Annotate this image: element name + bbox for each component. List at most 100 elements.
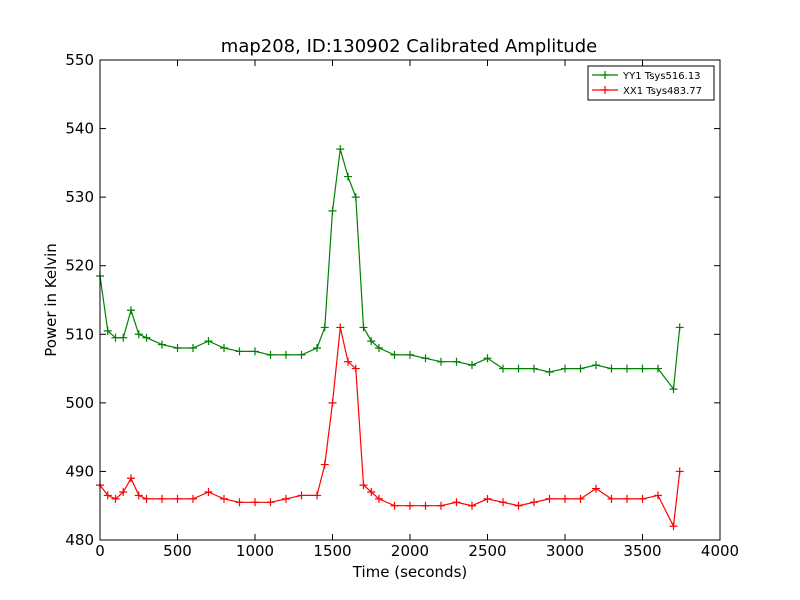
data-point: [406, 501, 414, 510]
data-point: [545, 368, 554, 376]
data-point: [359, 481, 368, 490]
series-layer: [96, 145, 684, 531]
data-point: [452, 357, 461, 366]
y-tick-label: 490: [65, 462, 94, 480]
data-point: [119, 488, 128, 496]
data-point: [654, 491, 662, 500]
data-point: [328, 398, 337, 407]
data-point: [514, 501, 523, 510]
x-tick-label: 4000: [701, 542, 739, 560]
data-point: [103, 491, 112, 500]
chart-title: map208, ID:130902 Calibrated Amplitude: [221, 36, 597, 57]
data-point: [320, 323, 329, 332]
data-point: [134, 491, 143, 500]
data-point: [406, 350, 414, 359]
data-point: [576, 364, 585, 373]
data-point: [483, 494, 492, 503]
data-point: [251, 347, 259, 356]
data-point: [638, 494, 647, 503]
data-point: [592, 484, 600, 493]
data-point: [344, 172, 352, 181]
data-point: [437, 501, 445, 510]
data-point: [119, 333, 128, 342]
data-point: [127, 306, 135, 315]
data-point: [375, 494, 383, 503]
x-axis-label: Time (seconds): [352, 563, 468, 581]
data-point: [367, 488, 376, 496]
data-point: [483, 354, 492, 363]
series-line: [99, 327, 681, 529]
data-point: [173, 494, 182, 503]
data-point: [390, 350, 399, 359]
data-point: [390, 501, 399, 510]
data-point: [204, 488, 213, 496]
data-point: [545, 494, 554, 503]
data-point: [351, 193, 360, 202]
y-tick-label: 480: [65, 531, 94, 549]
y-tick-label: 540: [65, 120, 94, 138]
data-point: [142, 494, 151, 503]
data-point: [336, 145, 345, 154]
x-tick-label: 3500: [623, 542, 661, 560]
data-point: [452, 498, 461, 507]
data-point: [297, 491, 306, 500]
data-point: [158, 340, 166, 349]
y-axis: 480 490 500 510 520 530 540 550: [65, 51, 720, 549]
data-point: [189, 344, 197, 352]
data-point: [266, 350, 275, 359]
data-point: [111, 494, 120, 503]
data-point: [669, 522, 678, 531]
legend-label: XX1 Tsys483.77: [623, 86, 702, 97]
data-point: [669, 385, 678, 394]
legend-marker: [601, 71, 609, 79]
data-point: [313, 491, 321, 500]
data-point: [220, 494, 228, 503]
x-tick-label: 2500: [468, 542, 506, 560]
data-point: [421, 354, 430, 363]
x-tick-label: 500: [163, 542, 192, 560]
series-2: [96, 323, 684, 531]
legend-label: YY1 Tsys516.13: [622, 71, 701, 82]
data-point: [282, 350, 290, 359]
y-tick-label: 520: [65, 257, 94, 275]
data-point: [328, 206, 337, 215]
data-point: [189, 494, 197, 503]
data-point: [654, 364, 662, 373]
data-point: [675, 323, 684, 332]
data-point: [320, 460, 329, 469]
data-point: [499, 364, 507, 373]
data-point: [468, 361, 476, 370]
data-point: [607, 494, 616, 503]
data-point: [367, 337, 376, 346]
data-point: [204, 337, 213, 346]
data-point: [344, 357, 352, 366]
data-point: [561, 364, 569, 373]
legend-box: [587, 65, 715, 101]
data-point: [592, 361, 600, 370]
legend: YY1 Tsys516.13 XX1 Tsys483.77: [587, 65, 715, 101]
data-point: [158, 494, 166, 503]
plot-area-frame: [99, 59, 721, 541]
data-point: [514, 364, 523, 373]
x-tick-label: 2000: [391, 542, 429, 560]
data-point: [623, 494, 631, 503]
data-point: [375, 344, 383, 352]
legend-marker: [601, 86, 609, 94]
data-point: [437, 357, 445, 366]
data-point: [359, 323, 368, 332]
series-1: [96, 145, 684, 394]
y-tick-label: 510: [65, 325, 94, 343]
data-point: [111, 333, 120, 342]
data-point: [220, 344, 228, 352]
data-point: [638, 364, 647, 373]
data-point: [282, 494, 290, 503]
data-point: [607, 364, 616, 373]
data-point: [235, 498, 244, 507]
data-point: [297, 350, 306, 359]
y-tick-label: 550: [65, 51, 94, 69]
x-tick-label: 0: [95, 542, 105, 560]
data-point: [266, 498, 275, 507]
data-point: [576, 494, 585, 503]
data-point: [127, 474, 135, 483]
